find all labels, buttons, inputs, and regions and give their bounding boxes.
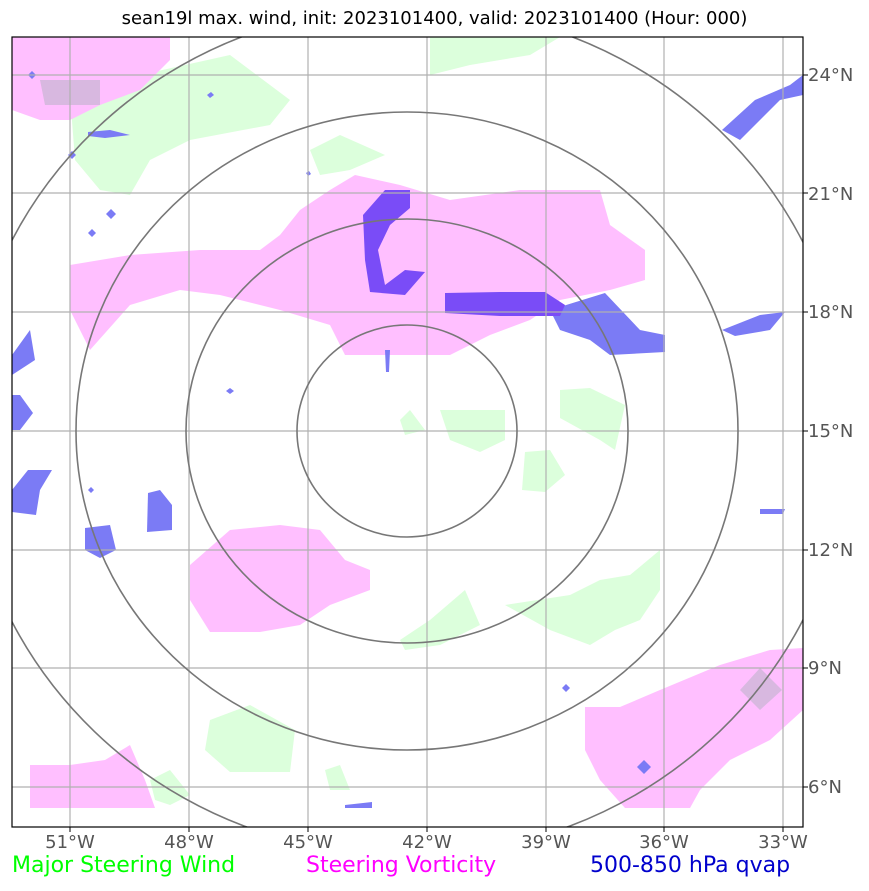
wind-area — [400, 410, 425, 435]
ring-inner — [296, 324, 518, 538]
lat-tick-label: 24°N — [808, 65, 853, 86]
ring-third — [75, 111, 739, 751]
qvap-area — [550, 293, 665, 355]
lon-tick-label: 42°W — [402, 832, 452, 853]
lon-tick-label: 51°W — [45, 832, 95, 853]
lon-tick-label: 33°W — [758, 832, 808, 853]
qvap-area — [207, 92, 214, 98]
qvap-area — [345, 802, 372, 808]
wind-area — [430, 37, 560, 75]
qvap-area — [637, 760, 651, 774]
qvap-area — [385, 350, 390, 372]
lat-tick-label: 12°N — [808, 540, 853, 561]
wind-area — [522, 450, 565, 492]
steering-wind-areas — [70, 37, 660, 805]
overlap-area — [363, 190, 425, 295]
vorticity-area — [190, 525, 370, 632]
lat-tick-label: 15°N — [808, 421, 853, 442]
wind-area — [505, 550, 660, 645]
lon-tick-label: 39°W — [521, 832, 571, 853]
vorticity-area — [70, 175, 645, 355]
map-frame — [11, 36, 804, 828]
distance-rings — [12, 37, 803, 827]
wind-area — [310, 135, 385, 175]
legend-qvap: 500-850 hPa qvap — [590, 853, 791, 878]
vorticity-area — [30, 745, 155, 808]
qvap-area — [760, 509, 785, 514]
lon-tick-label: 45°W — [283, 832, 333, 853]
qvap-area — [722, 75, 803, 140]
legend-steering-vorticity: Steering Vorticity — [306, 853, 497, 878]
qvap-area — [12, 330, 35, 375]
lat-tick-label: 21°N — [808, 184, 853, 205]
muted-overlap — [40, 80, 782, 710]
qvap-area — [12, 470, 52, 515]
qvap-area — [12, 395, 33, 430]
qvap-area — [88, 229, 96, 237]
lat-tick-label: 9°N — [808, 658, 842, 679]
lat-tick-label: 6°N — [808, 777, 842, 798]
qvap-area — [562, 684, 570, 692]
qvap-area — [88, 130, 130, 138]
wind-area — [205, 705, 295, 772]
wind-area — [400, 590, 480, 650]
lon-labels: 51°W 48°W 45°W 42°W 39°W 36°W 33°W — [45, 832, 808, 853]
qvap-area — [106, 209, 116, 219]
map-title: sean19l max. wind, init: 2023101400, val… — [121, 8, 748, 29]
qvap-area — [226, 388, 234, 394]
lat-labels: 24°N 21°N 18°N 15°N 12°N 9°N 6°N — [808, 65, 853, 798]
lat-tick-label: 18°N — [808, 302, 853, 323]
qvap-vorticity-overlap — [363, 190, 565, 316]
overlap-area — [445, 292, 565, 316]
wind-area — [325, 765, 350, 790]
qvap-area — [722, 312, 785, 336]
qvap-area — [88, 487, 94, 493]
graticule — [12, 37, 803, 827]
legend-steering-wind: Major Steering Wind — [12, 853, 236, 878]
wind-area — [560, 388, 625, 450]
tick-marks — [69, 74, 808, 832]
lon-tick-label: 48°W — [164, 832, 214, 853]
qvap-area — [147, 490, 172, 532]
lon-tick-label: 36°W — [639, 832, 689, 853]
ring-second — [185, 218, 629, 644]
